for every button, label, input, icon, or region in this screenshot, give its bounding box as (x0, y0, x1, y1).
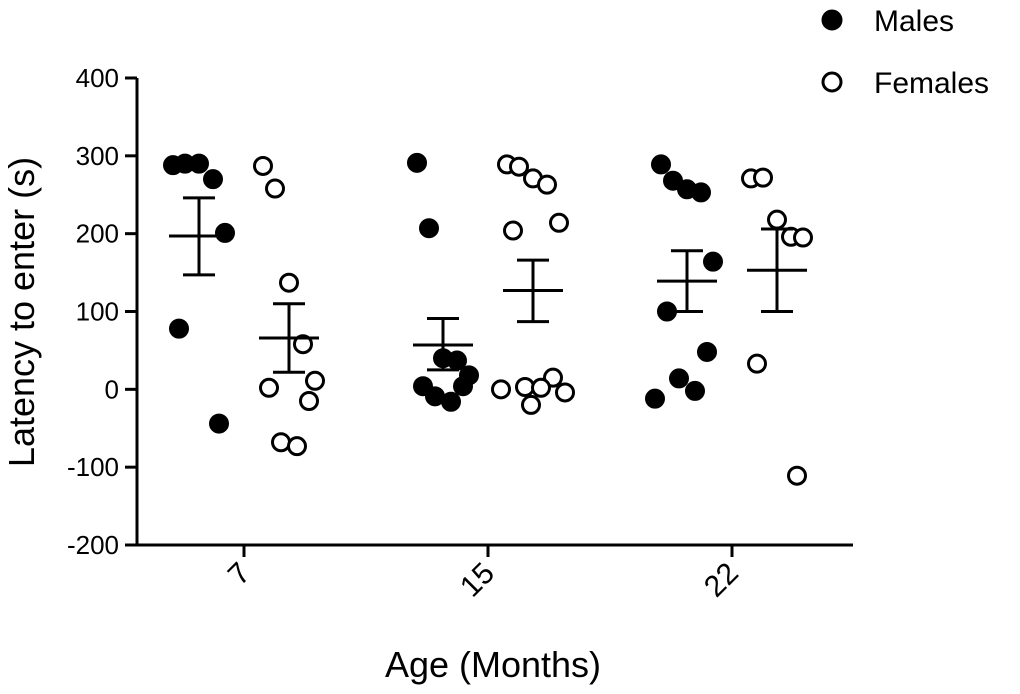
male-data-point (215, 222, 235, 243)
female-data-point (515, 376, 535, 397)
female-data-point (271, 432, 291, 453)
legend-label-males: Males (874, 5, 954, 38)
female-data-point (279, 272, 299, 293)
male-data-point (691, 182, 711, 203)
female-data-point (265, 178, 285, 199)
y-tick-label: -100 (67, 452, 119, 482)
male-data-point (669, 368, 689, 389)
y-tick-label: 400 (76, 63, 119, 93)
female-data-point (253, 155, 273, 176)
y-tick-label: -200 (67, 530, 119, 560)
female-data-point (521, 394, 541, 415)
male-data-point (651, 154, 671, 175)
male-data-point (169, 318, 189, 339)
male-data-point (663, 170, 683, 191)
male-data-point (203, 169, 223, 190)
female-data-point (787, 465, 807, 486)
x-tick-label: 22 (698, 557, 745, 604)
female-data-point (503, 220, 523, 241)
female-data-point (259, 377, 279, 398)
female-data-point (305, 370, 325, 391)
female-data-point (509, 156, 529, 177)
legend-marker-females (821, 71, 843, 93)
female-data-point (293, 334, 313, 355)
y-axis-title: Latency to enter (s) (1, 157, 42, 467)
male-data-point (189, 153, 209, 174)
female-data-point (299, 391, 319, 412)
male-data-point (407, 152, 427, 173)
female-data-point (491, 379, 511, 400)
legend-marker-males (821, 9, 843, 31)
female-data-point (537, 174, 557, 195)
male-data-point (419, 218, 439, 239)
legend: Males Females (821, 5, 989, 100)
x-tick-label: 7 (222, 557, 257, 592)
female-data-point (549, 212, 569, 233)
y-tick-label: 0 (105, 374, 119, 404)
male-data-point (425, 386, 445, 407)
male-data-point (453, 376, 473, 397)
female-data-point (767, 209, 787, 230)
male-data-point (441, 391, 461, 412)
female-data-point (793, 227, 813, 248)
female-data-point (531, 377, 551, 398)
y-tick-label: 300 (76, 141, 119, 171)
legend-label-females: Females (874, 67, 989, 100)
x-tick-label: 15 (454, 557, 501, 604)
y-tick-label: 100 (76, 297, 119, 327)
female-data-point (287, 436, 307, 457)
female-data-point (555, 382, 575, 403)
male-data-point (645, 388, 665, 409)
female-data-point (747, 353, 767, 374)
male-data-point (697, 341, 717, 362)
x-axis-title: Age (Months) (385, 644, 601, 685)
y-tick-label: 200 (76, 219, 119, 249)
male-data-point (703, 251, 723, 272)
data-marks (163, 152, 813, 486)
female-data-point (753, 167, 773, 188)
male-data-point (209, 413, 229, 434)
male-data-point (447, 350, 467, 371)
male-data-point (685, 380, 705, 401)
